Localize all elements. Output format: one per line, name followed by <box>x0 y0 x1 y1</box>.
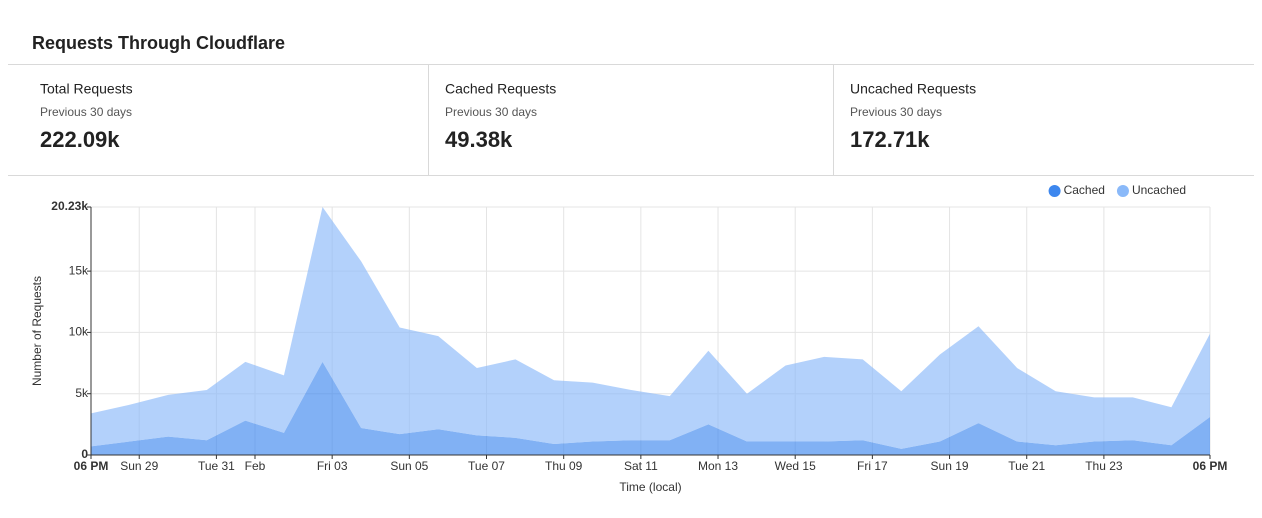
stats: Total Requests Previous 30 days 222.09k Cac… <box>40 81 976 152</box>
legend-label: Cached <box>1064 183 1105 197</box>
stat-value: 222.09k <box>40 127 120 152</box>
x-tick-label: Fri 03 <box>317 459 348 473</box>
chart: 0 5k 10k 15k 20.23k 06 PM Sun 29 Tue 31 Feb Fri 0… <box>30 183 1227 494</box>
x-tick-label: Feb <box>245 459 266 473</box>
x-tick-label: Thu 23 <box>1085 459 1123 473</box>
x-tick-label: Sun 05 <box>390 459 428 473</box>
y-tick-label: 15k <box>69 263 89 277</box>
stat-label: Total Requests <box>40 81 133 97</box>
legend-label: Uncached <box>1132 183 1186 197</box>
area <box>91 207 1210 449</box>
y-axis-label: Number of Requests <box>30 276 44 386</box>
panel-title: Requests Through Cloudflare <box>32 33 285 53</box>
area <box>91 361 1210 455</box>
stat-value: 172.71k <box>850 127 930 152</box>
x-tick-label: Wed 15 <box>775 459 816 473</box>
x-tick-label: Sat 11 <box>624 459 658 473</box>
x-tick-label: Tue 07 <box>468 459 505 473</box>
x-tick-label: Mon 13 <box>698 459 738 473</box>
x-tick-label: Tue 21 <box>1008 459 1045 473</box>
y-tick-label: 5k <box>75 386 89 400</box>
stat-label: Uncached Requests <box>850 81 976 97</box>
x-tick-label: Sun 19 <box>931 459 969 473</box>
legend-swatch <box>1116 185 1129 197</box>
x-axis-label: Time (local) <box>619 480 681 494</box>
y-tick-label: 10k <box>69 325 89 339</box>
x-tick-label: Tue 31 <box>198 459 235 473</box>
stat-period: Previous 30 days <box>445 105 537 119</box>
y-tick-label: 0 <box>81 447 88 461</box>
x-tick-label: Sun 29 <box>120 459 158 473</box>
stat-value: 49.38k <box>445 127 513 152</box>
y-tick-label: 20.23k <box>51 199 88 213</box>
x-tick-label: 06 PM <box>1193 459 1228 473</box>
legend-swatch <box>1048 185 1061 197</box>
x-tick-label: 06 PM <box>74 459 109 473</box>
stat-period: Previous 30 days <box>40 105 132 119</box>
stat-period: Previous 30 days <box>850 105 942 119</box>
x-tick-label: Thu 09 <box>545 459 583 473</box>
x-tick-label: Fri 17 <box>857 459 888 473</box>
stat-label: Cached Requests <box>445 81 556 97</box>
